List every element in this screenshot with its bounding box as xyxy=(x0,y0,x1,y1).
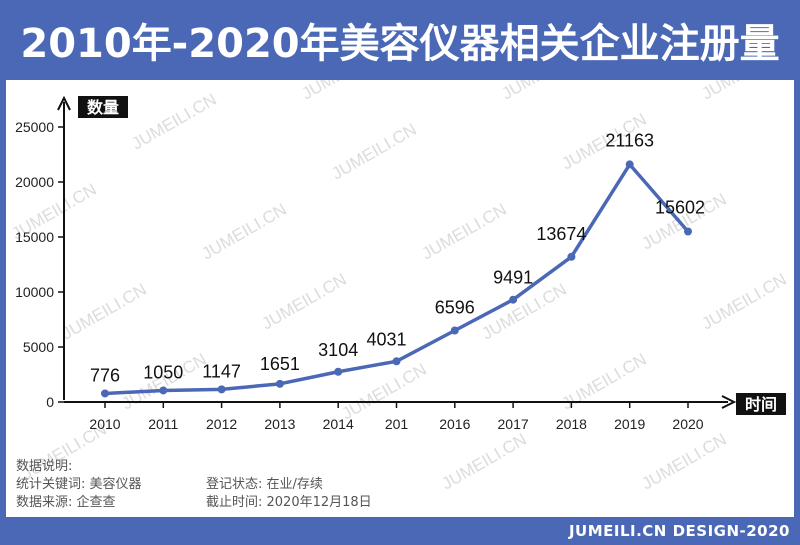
watermark-text: JUMEILI.CN xyxy=(299,80,390,103)
y-axis-arrow xyxy=(57,95,71,111)
x-tick-label: 2014 xyxy=(323,416,354,432)
notes-cutoff: 截止时间: 2020年12月18日 xyxy=(206,495,372,510)
series-line xyxy=(101,160,692,398)
x-tick-label: 2010 xyxy=(89,416,120,432)
watermark-text: JUMEILI.CN xyxy=(59,280,150,344)
watermark-text: JUMEILI.CN xyxy=(559,350,650,414)
watermark-text: JUMEILI.CN xyxy=(419,200,510,264)
y-axis-label: 数量 xyxy=(87,98,119,117)
chart-panel: JUMEILI.CN JUMEILI.CN JUMEILI.CN JUMEILI.CN… xyxy=(6,80,794,517)
brand-bar: JUMEILI.CN DESIGN-2020 xyxy=(0,517,800,545)
x-tick-label: 2013 xyxy=(264,416,295,432)
data-label: 1651 xyxy=(260,354,300,374)
data-point xyxy=(275,379,284,388)
x-axis-arrow xyxy=(721,395,737,409)
data-label: 13674 xyxy=(536,224,586,244)
brand-footer: JUMEILI.CN DESIGN-2020 xyxy=(568,522,790,540)
data-labels: 776 1050 1147 1651 3104 4031 6596 9491 13674 2116… xyxy=(90,130,705,385)
x-ticks: 2010 2011 2012 2013 2014 201 2016 2017 2018 2019 2… xyxy=(89,402,704,432)
data-label: 21163 xyxy=(605,130,654,150)
y-tick-label: 5000 xyxy=(23,339,54,355)
watermark-text: JUMEILI.CN xyxy=(259,270,350,334)
data-point xyxy=(567,252,576,261)
x-tick-label: 2012 xyxy=(206,416,237,432)
data-label: 15602 xyxy=(655,198,705,218)
x-tick-label: 2016 xyxy=(439,416,470,432)
data-point xyxy=(101,389,109,398)
notes-source: 数据来源: 企查查 xyxy=(16,495,116,510)
y-ticks: 0 5000 10000 15000 20000 25000 xyxy=(15,119,64,410)
data-label: 1050 xyxy=(143,362,183,382)
watermark-text: JUMEILI.CN xyxy=(639,430,730,494)
data-label: 776 xyxy=(90,365,120,385)
x-tick-label: 2018 xyxy=(556,416,587,432)
data-point xyxy=(159,386,168,395)
data-point xyxy=(625,160,634,169)
y-axis-tag xyxy=(78,96,128,118)
x-axis-label: 时间 xyxy=(745,395,777,414)
y-tick-label: 25000 xyxy=(15,119,54,135)
data-point xyxy=(217,385,226,394)
x-tick-label: 201 xyxy=(385,416,409,432)
data-label: 3104 xyxy=(318,340,358,360)
data-point xyxy=(450,326,459,335)
x-tick-label: 2011 xyxy=(148,416,178,432)
notes-keyword: 统计关键词: 美容仪器 xyxy=(16,477,142,492)
notes-status: 登记状态: 在业/存续 xyxy=(206,477,323,492)
data-label: 4031 xyxy=(366,329,406,349)
y-tick-label: 15000 xyxy=(15,229,54,245)
y-tick-label: 20000 xyxy=(15,174,54,190)
data-notes: 数据说明: 统计关键词: 美容仪器 登记状态: 在业/存续 数据来源: 企查查 … xyxy=(16,458,372,512)
x-axis-tag xyxy=(736,393,786,415)
header: 2010年-2020年美容仪器相关企业注册量 xyxy=(0,0,800,80)
watermark-text: JUMEILI.CN xyxy=(699,80,790,103)
x-tick-label: 2019 xyxy=(614,416,645,432)
data-point xyxy=(334,367,343,376)
data-point xyxy=(684,227,692,236)
watermark-text: JUMEILI.CN xyxy=(699,270,790,334)
notes-heading: 数据说明: xyxy=(16,459,73,474)
x-tick-label: 2017 xyxy=(498,416,529,432)
watermark-text: JUMEILI.CN xyxy=(129,90,220,154)
watermark-text: JUMEILI.CN xyxy=(499,80,590,103)
x-tick-label: 2020 xyxy=(672,416,703,432)
data-label: 6596 xyxy=(435,298,475,318)
y-tick-label: 0 xyxy=(46,394,54,410)
data-label: 1147 xyxy=(202,361,241,381)
watermark-text: JUMEILI.CN xyxy=(439,430,530,494)
data-point xyxy=(392,357,401,366)
data-point xyxy=(509,295,518,304)
data-label: 9491 xyxy=(493,268,533,288)
watermark-text: JUMEILI.CN xyxy=(199,200,290,264)
line-chart: JUMEILI.CN JUMEILI.CN JUMEILI.CNJUMEILI.CN… xyxy=(9,80,790,494)
watermark-text: JUMEILI.CN xyxy=(329,120,420,184)
y-tick-label: 10000 xyxy=(15,284,54,300)
page-title: 2010年-2020年美容仪器相关企业注册量 xyxy=(20,21,780,67)
